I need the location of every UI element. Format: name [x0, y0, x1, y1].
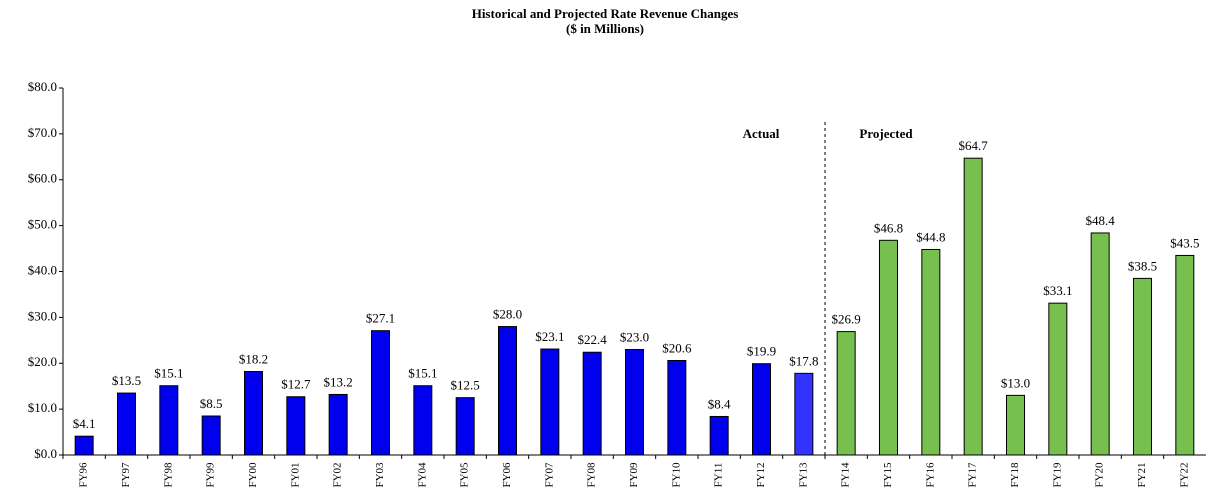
bar — [74, 435, 94, 456]
x-tick-label: FY19 — [1051, 462, 1063, 488]
bar — [667, 359, 687, 456]
value-label: $33.1 — [1043, 283, 1072, 298]
value-label: $64.7 — [959, 138, 989, 153]
bar — [1133, 277, 1152, 456]
annotation: Projected — [859, 126, 913, 141]
value-label: $46.8 — [874, 220, 903, 235]
y-tick-label: $20.0 — [28, 354, 57, 369]
value-label: $12.7 — [281, 377, 311, 392]
y-tick-label: $10.0 — [28, 400, 57, 415]
value-label: $12.5 — [451, 378, 480, 393]
x-tick-label: FY99 — [205, 462, 217, 488]
bar — [625, 348, 644, 456]
x-tick-label: FY21 — [1136, 462, 1148, 487]
bar — [286, 396, 306, 456]
value-label: $26.9 — [832, 312, 861, 327]
bar — [498, 326, 517, 456]
value-label: $38.5 — [1128, 258, 1157, 273]
y-tick-label: $80.0 — [28, 79, 57, 94]
value-label: $13.5 — [112, 373, 141, 388]
bar — [328, 393, 348, 456]
x-tick-label: FY04 — [416, 462, 428, 488]
bar — [540, 348, 560, 456]
value-label: $19.9 — [747, 344, 776, 359]
x-tick-label: FY96 — [78, 462, 90, 488]
value-label: $18.2 — [239, 351, 268, 366]
value-label: $13.0 — [1001, 375, 1030, 390]
value-label: $8.4 — [708, 396, 731, 411]
x-tick-label: FY22 — [1178, 462, 1190, 487]
x-tick-label: FY06 — [501, 462, 513, 488]
bar — [963, 157, 983, 456]
x-tick-label: FY15 — [882, 462, 894, 488]
x-tick-label: FY05 — [459, 462, 471, 488]
value-label: $23.1 — [535, 329, 564, 344]
x-tick-label: FY14 — [840, 462, 852, 488]
x-tick-label: FY08 — [586, 462, 598, 488]
bar — [794, 372, 814, 456]
bar — [879, 239, 898, 456]
x-tick-label: FY20 — [1094, 462, 1106, 488]
value-label: $15.1 — [154, 366, 183, 381]
x-tick-label: FY98 — [162, 462, 174, 488]
y-tick-label: $30.0 — [28, 308, 57, 323]
x-tick-label: FY18 — [1009, 462, 1021, 488]
y-tick-label: $60.0 — [28, 171, 57, 186]
x-tick-label: FY16 — [924, 462, 936, 488]
bar — [582, 351, 602, 456]
chart-subtitle: ($ in Millions) — [566, 21, 644, 36]
x-tick-label: FY09 — [628, 462, 640, 488]
chart-title: Historical and Projected Rate Revenue Ch… — [472, 6, 739, 21]
value-label: $44.8 — [916, 229, 945, 244]
bar — [159, 385, 179, 456]
y-tick-label: $50.0 — [28, 217, 57, 232]
x-tick-label: FY01 — [289, 462, 301, 487]
bar — [752, 363, 771, 456]
x-tick-label: FY03 — [374, 462, 386, 488]
value-label: $22.4 — [578, 332, 608, 347]
bar — [1006, 394, 1025, 456]
x-tick-label: FY10 — [670, 462, 682, 488]
bar — [455, 397, 475, 456]
x-tick-label: FY11 — [713, 463, 725, 488]
y-tick-label: $70.0 — [28, 125, 57, 140]
bar — [117, 392, 136, 456]
x-tick-label: FY02 — [332, 462, 344, 487]
value-label: $43.5 — [1170, 235, 1199, 250]
x-tick-label: FY00 — [247, 462, 259, 488]
value-label: $8.5 — [200, 396, 223, 411]
value-label: $4.1 — [73, 416, 96, 431]
bar — [836, 331, 856, 456]
value-label: $17.8 — [789, 353, 818, 368]
bar — [921, 248, 941, 456]
y-tick-label: $40.0 — [28, 262, 57, 277]
bar — [413, 385, 433, 456]
value-label: $15.1 — [408, 366, 437, 381]
x-tick-label: FY07 — [543, 462, 555, 488]
x-tick-label: FY13 — [797, 462, 809, 488]
value-label: $13.2 — [324, 374, 353, 389]
value-label: $28.0 — [493, 307, 522, 322]
x-tick-label: FY12 — [755, 462, 767, 487]
bar — [1090, 232, 1110, 456]
bar — [201, 415, 221, 456]
y-tick-label: $0.0 — [34, 446, 57, 461]
bar — [709, 415, 729, 456]
value-label: $23.0 — [620, 329, 649, 344]
annotation: Actual — [743, 126, 780, 141]
value-label: $27.1 — [366, 311, 395, 326]
x-tick-label: FY17 — [967, 462, 979, 488]
value-label: $20.6 — [662, 340, 692, 355]
x-tick-label: FY97 — [120, 462, 132, 488]
bar — [1048, 302, 1068, 456]
bar — [1175, 254, 1195, 456]
bar — [244, 371, 263, 456]
value-label: $48.4 — [1086, 213, 1116, 228]
bar — [371, 330, 390, 456]
